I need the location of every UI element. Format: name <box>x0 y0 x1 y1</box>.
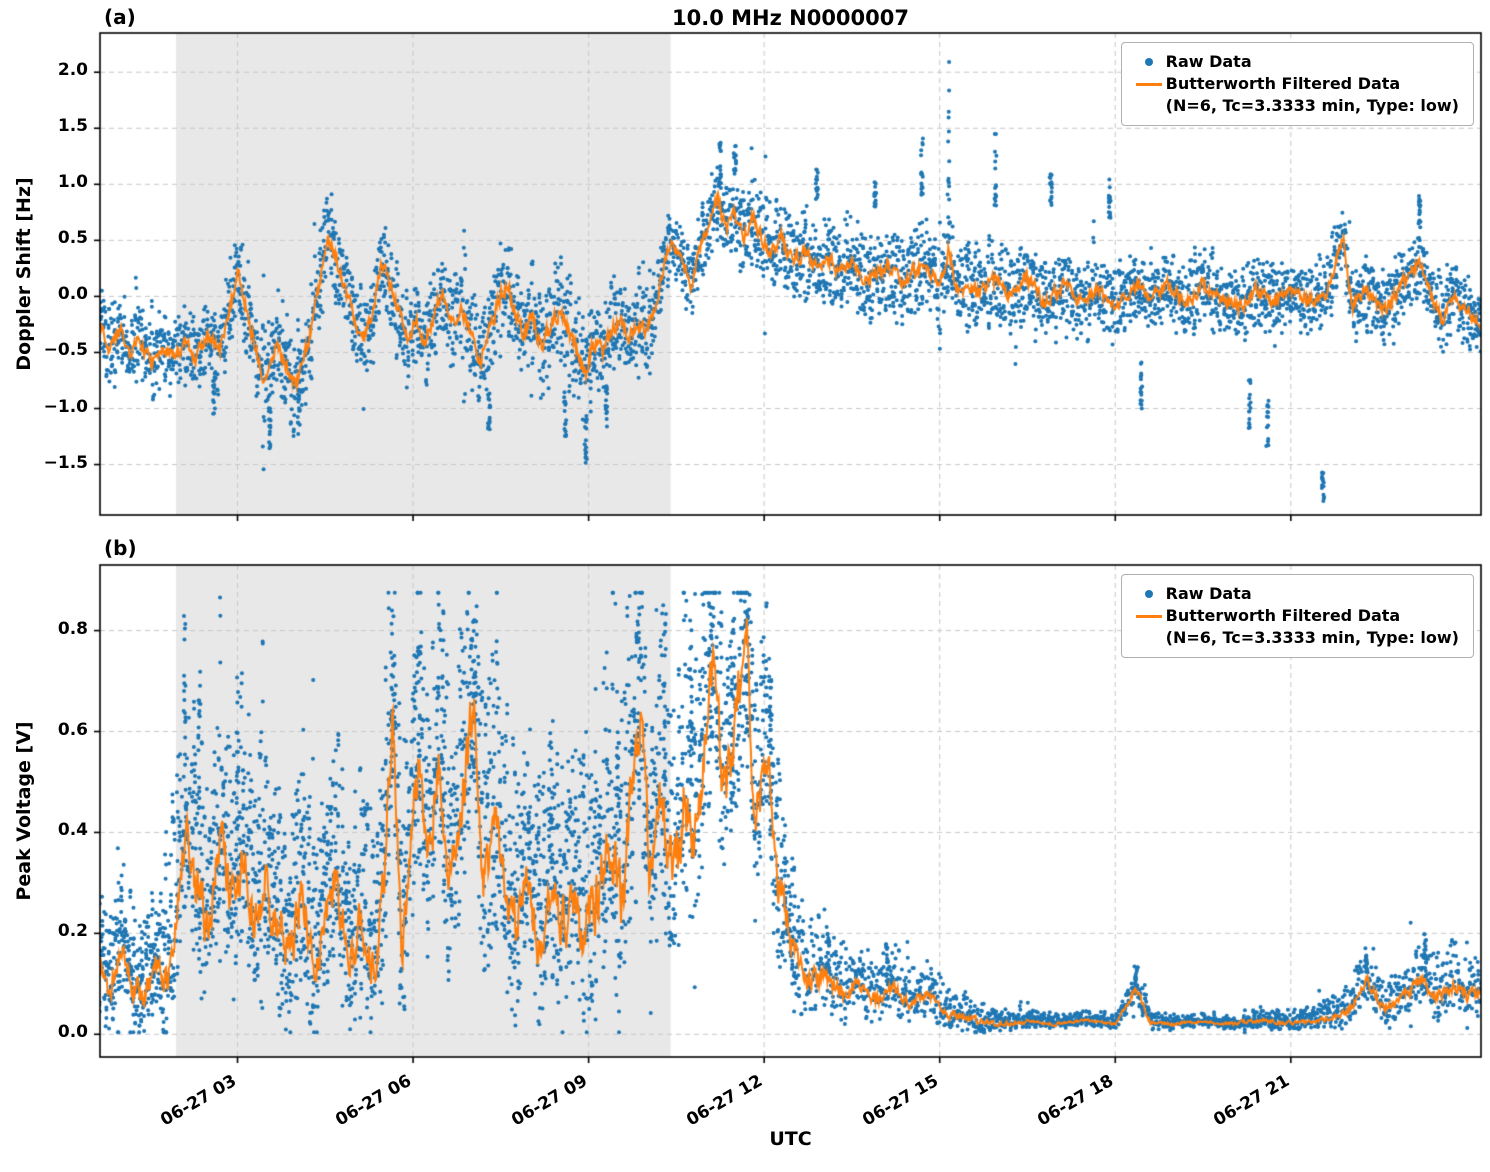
y-tick-label: 0.0 <box>57 1022 88 1043</box>
y-tick-label: −0.5 <box>43 340 88 361</box>
panel-a-label: (a) <box>104 5 136 29</box>
y-tick-label: 1.0 <box>57 172 88 193</box>
y-tick-label: 0.8 <box>57 618 88 639</box>
legend-raw-label: Raw Data <box>1165 52 1252 71</box>
filtered-line-marker-icon <box>1132 82 1166 86</box>
y-tick-label: 0.4 <box>57 820 88 841</box>
raw-data-marker-icon <box>1132 590 1166 598</box>
y-tick-label: 2.0 <box>57 60 88 81</box>
legend-raw-label: Raw Data <box>1165 584 1252 603</box>
legend-filtered-label: Butterworth Filtered Data <box>1165 74 1401 93</box>
y-tick-label: 0.0 <box>57 284 88 305</box>
y-tick-label: −1.0 <box>43 396 88 417</box>
y-tick-label: 0.5 <box>57 228 88 249</box>
legend-filtered-label: Butterworth Filtered Data <box>1165 606 1401 625</box>
y-tick-label: 1.5 <box>57 116 88 137</box>
panel-b-label: (b) <box>104 536 137 560</box>
panel-b-y-axis-label: Peak Voltage [V] <box>13 721 35 901</box>
y-tick-label: 0.2 <box>57 921 88 942</box>
y-tick-label: −1.5 <box>43 452 88 473</box>
legend-panel-a: Raw Data Butterworth Filtered Data (N=6,… <box>1120 42 1474 126</box>
filtered-line-marker-icon <box>1132 614 1166 618</box>
chart-title: 10.0 MHz N0000007 <box>672 6 909 30</box>
legend-filtered-params: (N=6, Tc=3.3333 min, Type: low) <box>1165 96 1459 115</box>
legend-filtered-params: (N=6, Tc=3.3333 min, Type: low) <box>1165 628 1459 647</box>
x-axis-label: UTC <box>769 1128 812 1150</box>
legend-panel-b: Raw Data Butterworth Filtered Data (N=6,… <box>1120 574 1474 658</box>
raw-data-marker-icon <box>1132 58 1166 66</box>
y-tick-label: 0.6 <box>57 719 88 740</box>
